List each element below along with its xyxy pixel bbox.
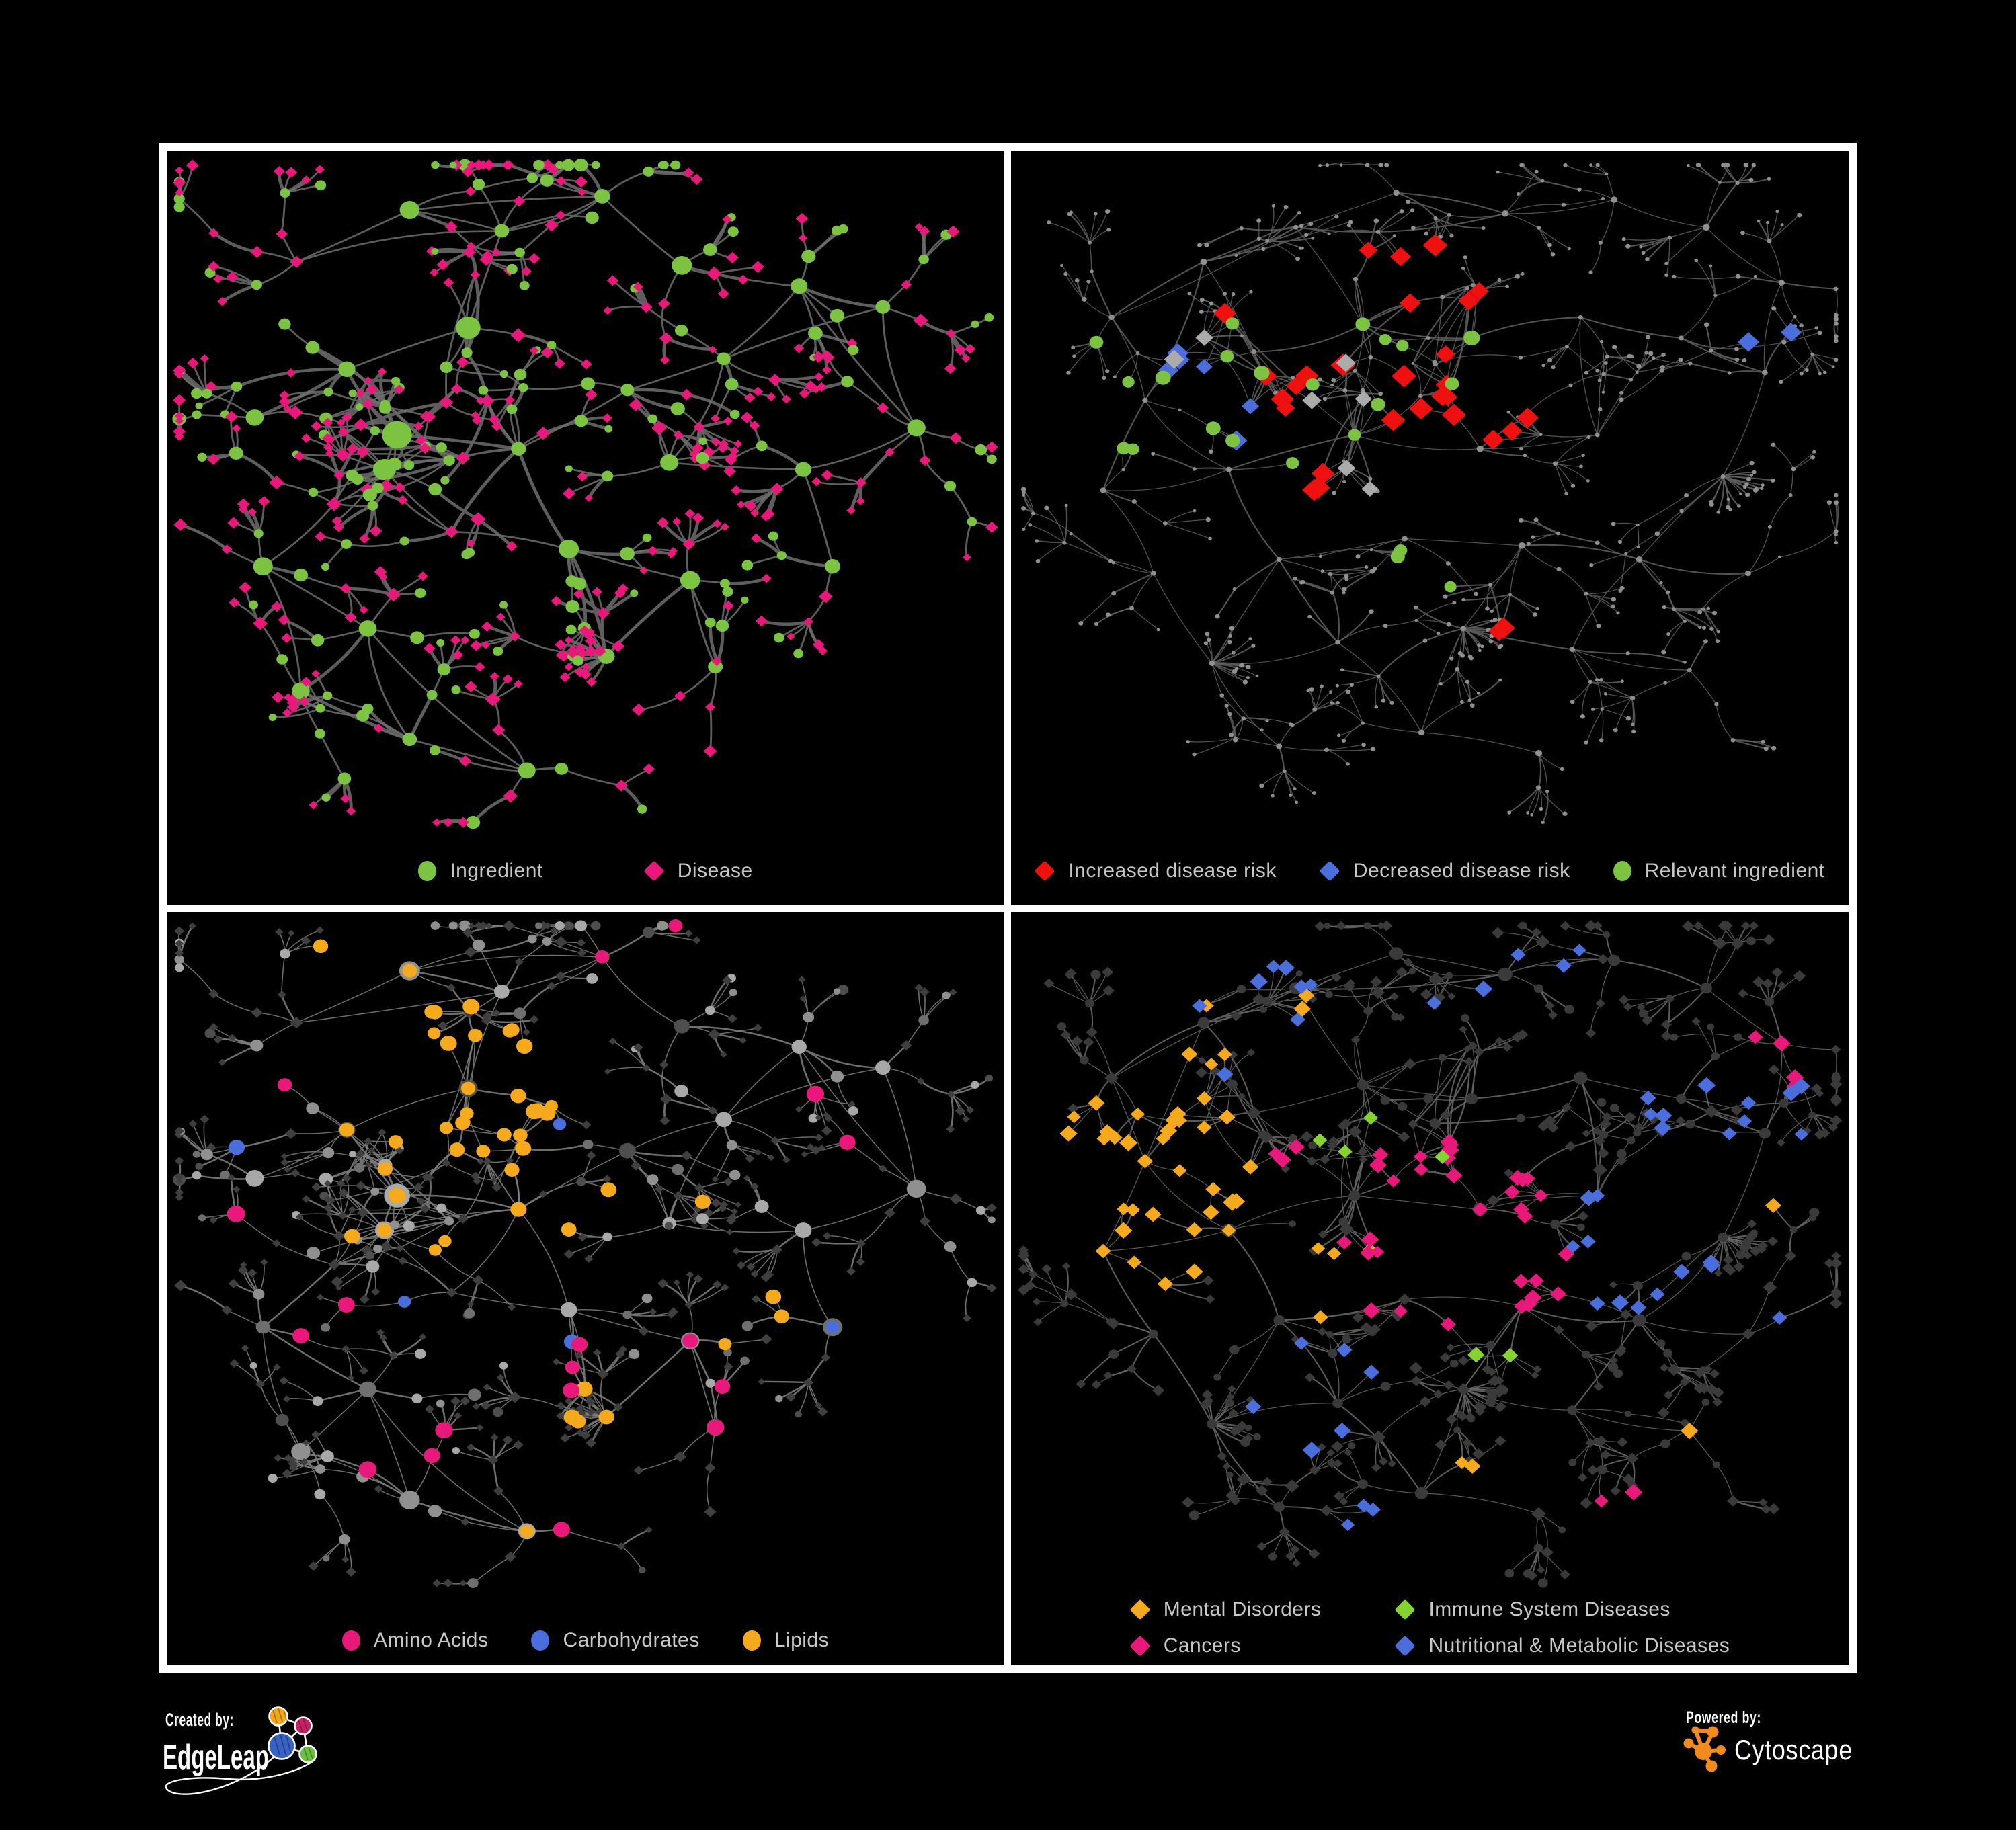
legend-label: Relevant ingredient [1644, 859, 1825, 882]
disease-category-graph [1017, 919, 1843, 1587]
legend-item-carbohydrates: Carbohydrates [531, 1629, 699, 1652]
legend-label: Lipids [774, 1629, 830, 1651]
cytoscape-logo: Powered by: Cytoscape [1683, 1708, 1853, 1772]
legend-diamond-marker [1129, 1599, 1151, 1620]
legend-item-cancers: Cancers [1129, 1634, 1322, 1657]
legend-diamond-marker [1034, 860, 1055, 882]
disease-category-legend: Mental Disorders Immune System Diseases Ca… [1011, 1598, 1849, 1657]
cytoscape-network-icon [1683, 1726, 1726, 1772]
legend-label: Amino Acids [373, 1629, 489, 1651]
legend-diamond-marker [1394, 1635, 1416, 1657]
legend-label: Decreased disease risk [1353, 859, 1570, 882]
legend-item-nutritional-metabolic-diseases: Nutritional & Metabolic Diseases [1394, 1634, 1730, 1657]
legend-label: Ingredient [450, 859, 543, 882]
legend-circle-marker [1613, 860, 1631, 881]
legend-item-immune-system-diseases: Immune System Diseases [1394, 1598, 1730, 1621]
legend-diamond-marker [643, 860, 665, 882]
cytoscape-wordmark: Cytoscape [1734, 1734, 1853, 1765]
edgeleap-network-icon [165, 1706, 317, 1795]
legend-item-mental-disorders: Mental Disorders [1129, 1598, 1322, 1621]
ingredient-disease-graph [172, 158, 998, 829]
created-by-label: Created by: [165, 1710, 234, 1730]
panel-nutrient-classes: Amino Acids Carbohydrates Lipids [167, 911, 1004, 1665]
panel-ingredient-disease: Ingredient Disease [167, 151, 1004, 905]
legend-item-decreased-disease-risk: Decreased disease risk [1319, 859, 1570, 882]
panel-disease-categories: Mental Disorders Immune System Diseases Ca… [1011, 911, 1849, 1665]
legend-item-lipids: Lipids [742, 1629, 830, 1652]
legend-item-increased-disease-risk: Increased disease risk [1034, 859, 1277, 882]
network-figure-grid: Ingredient Disease Increased disease risk… [159, 143, 1857, 1673]
nutrient-class-graph [173, 919, 997, 1588]
legend-label: Increased disease risk [1068, 859, 1277, 882]
cytoscape-attribution: Powered by: Cytoscape [1681, 1708, 1876, 1786]
legend-circle-marker [531, 1630, 550, 1651]
legend-circle-marker [418, 860, 437, 881]
legend-circle-marker [742, 1630, 761, 1651]
disease-risk-legend: Increased disease risk Decreased disease … [1011, 860, 1849, 882]
panel-disease-risk: Increased disease risk Decreased disease … [1011, 151, 1849, 905]
legend-diamond-marker [1129, 1635, 1151, 1657]
ingredient-disease-legend: Ingredient Disease [167, 860, 1004, 882]
legend-item-relevant-ingredient: Relevant ingredient [1613, 860, 1825, 882]
edgeleap-wordmark: EdgeLeap [163, 1738, 269, 1777]
legend-label: Carbohydrates [563, 1629, 700, 1651]
legend-diamond-marker [1394, 1599, 1416, 1620]
disease-risk-graph [1020, 162, 1839, 825]
powered-by-label: Powered by: [1686, 1708, 1761, 1727]
legend-label: Mental Disorders [1163, 1598, 1322, 1620]
edgeleap-attribution: Created by: EdgeLeap [160, 1699, 382, 1830]
edgeleap-logo: Created by: EdgeLeap [163, 1706, 317, 1795]
legend-circle-marker [341, 1630, 360, 1651]
legend-label: Nutritional & Metabolic Diseases [1428, 1634, 1730, 1657]
legend-item-disease: Disease [643, 859, 753, 882]
legend-label: Immune System Diseases [1428, 1598, 1670, 1620]
legend-item-amino-acids: Amino Acids [341, 1629, 489, 1652]
legend-label: Disease [677, 859, 753, 882]
legend-diamond-marker [1319, 860, 1340, 882]
legend-item-ingredient: Ingredient [418, 860, 542, 882]
legend-label: Cancers [1163, 1634, 1241, 1657]
nutrient-class-legend: Amino Acids Carbohydrates Lipids [167, 1629, 1004, 1652]
